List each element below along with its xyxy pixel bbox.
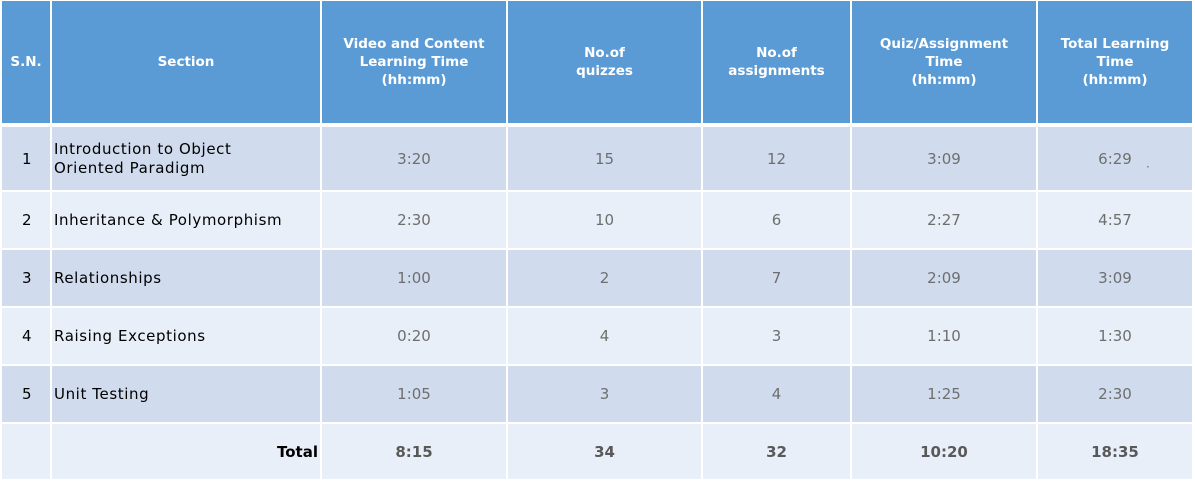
section-cell: Introduction to Object Oriented Paradigm [52,127,322,192]
qa-time-cell: 3:09 [852,127,1038,192]
header-quizzes-line1: No.of [584,45,625,61]
video-time-cell: 3:20 [322,127,508,192]
total-total-time-cell: 18:35 [1038,424,1192,481]
header-row: S.N. Section Video and Content Learning … [2,1,1192,127]
header-video-time: Video and Content Learning Time (hh:mm) [322,1,508,127]
header-qa-line1: Quiz/Assignment [879,36,1009,52]
header-video-line1: Video and Content [343,36,485,52]
total-video-time-cell: 8:15 [322,424,508,481]
video-time-cell: 1:05 [322,366,508,424]
table-row: 3 Relationships 1:00 2 7 2:09 3:09 [2,250,1192,308]
header-assignments-line2: assignments [728,63,825,79]
header-total-line1: Total Learning [1060,36,1170,52]
quizzes-cell: 2 [508,250,703,308]
header-total-line2: Time [1096,54,1134,70]
header-quizzes-line2: quizzes [576,63,633,79]
sn-cell: 3 [2,250,52,308]
assignments-cell: 12 [703,127,852,192]
header-total-learning-time: Total Learning Time (hh:mm) [1038,1,1192,127]
total-label: Total [52,424,322,481]
section-line1: Introduction to Object [54,139,232,158]
qa-time-cell: 1:25 [852,366,1038,424]
section-line2: Oriented Paradigm [54,158,206,177]
header-video-line3: (hh:mm) [381,72,447,88]
total-sn-cell [2,424,52,481]
header-video-line2: Learning Time [359,54,469,70]
sn-cell: 1 [2,127,52,192]
table-row: 4 Raising Exceptions 0:20 4 3 1:10 1:30 [2,308,1192,366]
total-assignments-cell: 32 [703,424,852,481]
section-cell: Raising Exceptions [52,308,322,366]
video-time-cell: 0:20 [322,308,508,366]
table-row: 1 Introduction to Object Oriented Paradi… [2,127,1192,192]
total-time-cell: 3:09 [1038,250,1192,308]
quizzes-cell: 4 [508,308,703,366]
section-cell: Unit Testing [52,366,322,424]
assignments-cell: 3 [703,308,852,366]
total-time-cell: 1:30 [1038,308,1192,366]
total-time-cell: 4:57 [1038,192,1192,250]
sn-cell: 4 [2,308,52,366]
header-assignments: No.of assignments [703,1,852,127]
video-time-cell: 2:30 [322,192,508,250]
qa-time-cell: 2:27 [852,192,1038,250]
header-assignments-line1: No.of [756,45,797,61]
header-total-line3: (hh:mm) [1082,72,1148,88]
header-sn: S.N. [2,1,52,127]
header-qa-line2: Time [925,54,963,70]
table-row: 5 Unit Testing 1:05 3 4 1:25 2:30 [2,366,1192,424]
assignments-cell: 4 [703,366,852,424]
header-qa-line3: (hh:mm) [911,72,977,88]
section-cell: Inheritance & Polymorphism [52,192,322,250]
total-time-cell: 6:29 [1038,127,1192,192]
sn-cell: 5 [2,366,52,424]
total-time-cell: 2:30 [1038,366,1192,424]
video-time-cell: 1:00 [322,250,508,308]
header-quizzes: No.of quizzes [508,1,703,127]
quizzes-cell: 3 [508,366,703,424]
section-cell: Relationships [52,250,322,308]
sn-cell: 2 [2,192,52,250]
total-qa-time-cell: 10:20 [852,424,1038,481]
table-row: 2 Inheritance & Polymorphism 2:30 10 6 2… [2,192,1192,250]
total-row: Total 8:15 34 32 10:20 18:35 [2,424,1192,481]
qa-time-cell: 1:10 [852,308,1038,366]
quizzes-cell: 15 [508,127,703,192]
quizzes-cell: 10 [508,192,703,250]
stray-dot-mark: · [1146,160,1150,174]
assignments-cell: 7 [703,250,852,308]
total-quizzes-cell: 34 [508,424,703,481]
header-quiz-assignment-time: Quiz/Assignment Time (hh:mm) [852,1,1038,127]
header-section: Section [52,1,322,127]
assignments-cell: 6 [703,192,852,250]
qa-time-cell: 2:09 [852,250,1038,308]
